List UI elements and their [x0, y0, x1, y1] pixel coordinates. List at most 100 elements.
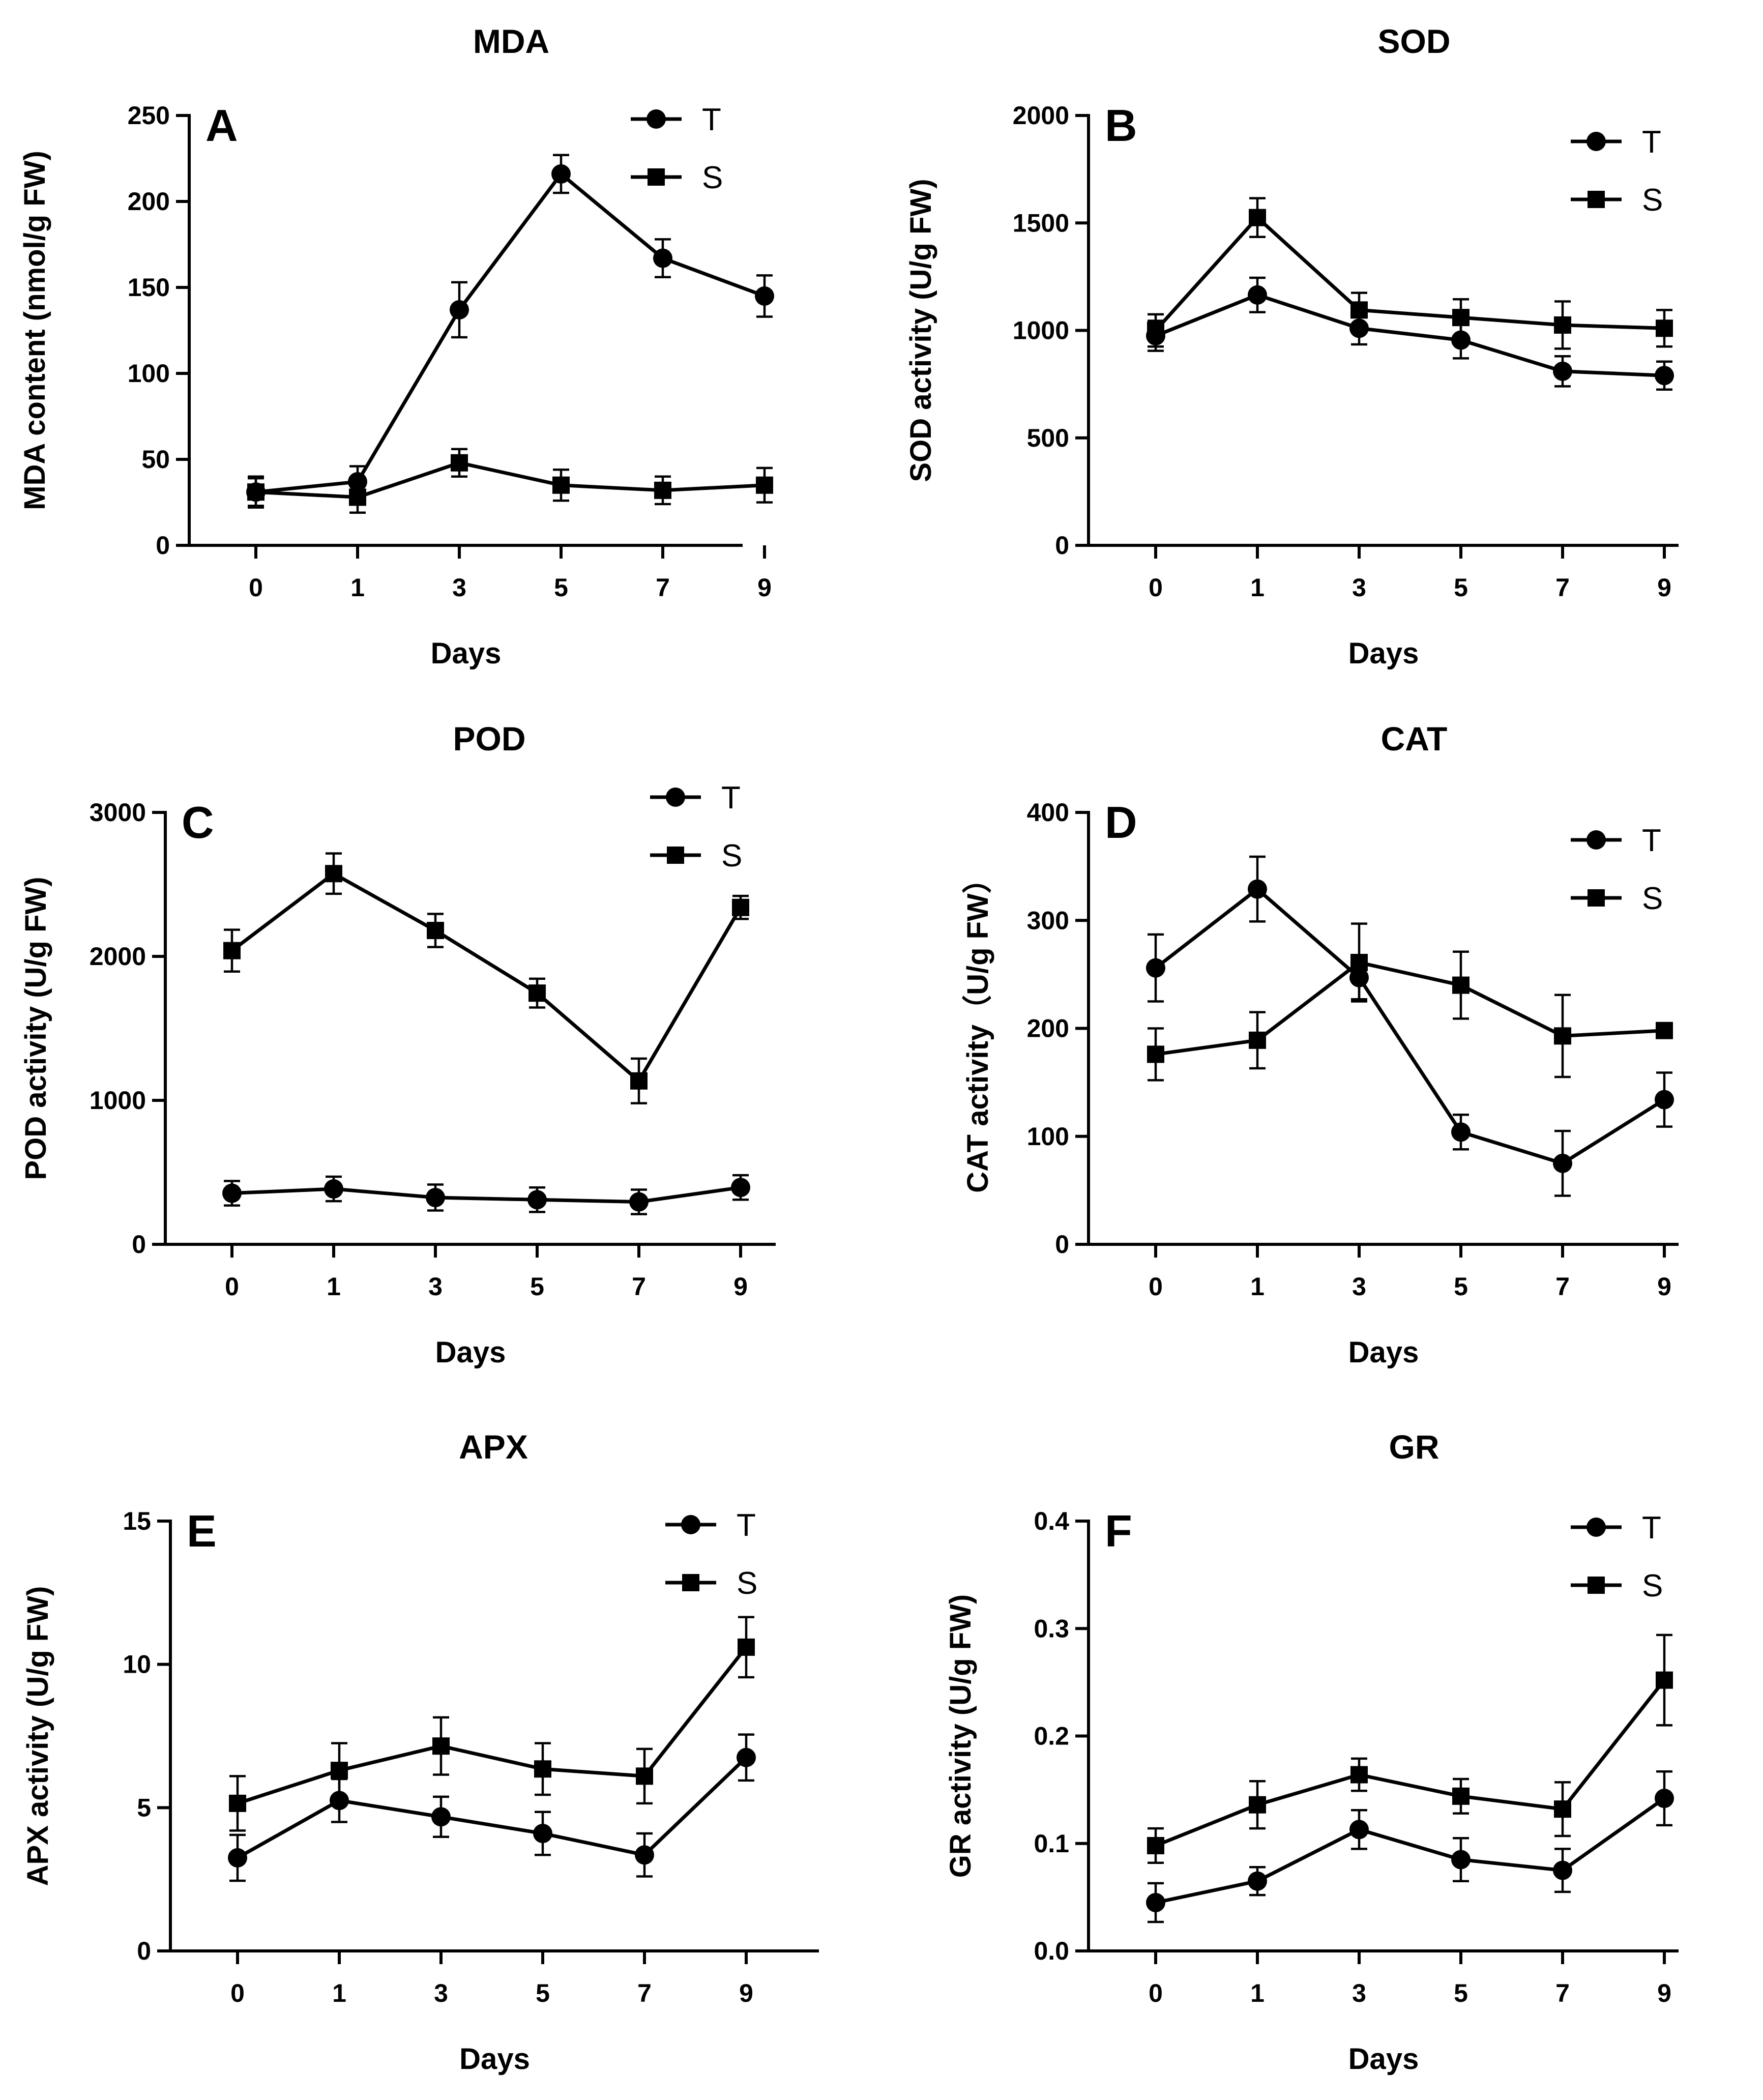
panel-letter: B: [1105, 100, 1137, 151]
x-tick-label: 1: [1250, 1272, 1265, 1301]
chart-panel-c: POD 0 1000 2000 3000 0 1 3 5 7 9 Days POD activity (…: [19, 720, 776, 1369]
data-point: [636, 1767, 653, 1785]
series-line: [1155, 1679, 1666, 1848]
x-tick-label: 0: [225, 1272, 239, 1301]
x-tick-label: 5: [1454, 1979, 1468, 2007]
data-point: [1350, 301, 1368, 319]
data-point: [1452, 309, 1470, 327]
legend-item-t: T: [665, 1508, 756, 1543]
x-tick-label: 0: [1149, 573, 1163, 602]
x-tick-label: 3: [1352, 1979, 1366, 2007]
y-tick-label: 400: [1027, 798, 1069, 827]
data-point: [324, 1179, 343, 1199]
legend-label: S: [737, 1566, 757, 1601]
legend-marker: [682, 1574, 699, 1591]
data-point: [653, 248, 672, 268]
data-point: [1146, 1892, 1165, 1912]
data-point: [1656, 1022, 1673, 1039]
series-s: [1147, 922, 1673, 1082]
data-point: [229, 1794, 246, 1812]
y-tick-label: 15: [123, 1507, 151, 1535]
legend-label: S: [721, 838, 742, 873]
data-point: [1249, 1796, 1266, 1814]
panel-letter: F: [1105, 1506, 1132, 1556]
data-point: [223, 942, 241, 959]
x-tick-label: 9: [1657, 573, 1671, 602]
legend-label: S: [1642, 1568, 1663, 1603]
legend-item-s: S: [1571, 1568, 1663, 1603]
chart-title: MDA: [473, 22, 549, 60]
x-tick-label: 5: [1454, 1272, 1468, 1301]
x-tick-label: 5: [1454, 573, 1468, 602]
data-point: [1655, 366, 1674, 386]
legend-item-t: T: [1571, 1510, 1661, 1545]
series-line: [1154, 215, 1665, 332]
data-point: [247, 483, 265, 501]
series-s: [247, 448, 773, 514]
legend-label: S: [1642, 881, 1663, 916]
data-point: [635, 1845, 654, 1865]
legend-item-t: T: [1571, 125, 1661, 160]
y-tick-label: 0: [156, 531, 170, 560]
data-point: [552, 476, 570, 494]
chart-title: GR: [1389, 1428, 1439, 1466]
panel-letter: E: [187, 1506, 217, 1556]
series-t: [1146, 1770, 1674, 1923]
data-point: [1248, 1871, 1267, 1891]
data-point: [1656, 319, 1673, 337]
y-tick-label: 0.1: [1034, 1829, 1069, 1858]
data-point: [551, 164, 571, 184]
data-point: [533, 1824, 552, 1844]
data-point: [222, 1183, 242, 1203]
x-axis-label: Days: [1348, 2043, 1419, 2076]
data-point: [330, 1791, 349, 1811]
legend-marker: [1588, 1577, 1605, 1594]
x-tick-label: 0: [1149, 1272, 1163, 1301]
x-tick-label: 1: [350, 573, 365, 602]
x-tick-label: 1: [327, 1272, 341, 1301]
y-tick-label: 500: [1027, 424, 1069, 452]
y-tick-label: 1500: [1013, 209, 1069, 237]
x-tick-label: 5: [536, 1979, 550, 2007]
y-tick-label: 1000: [1013, 316, 1069, 345]
data-point: [528, 984, 546, 1002]
x-axis-label: Days: [431, 637, 502, 670]
data-point: [1350, 1766, 1368, 1784]
y-tick-label: 0: [137, 1937, 151, 1965]
legend-label: T: [721, 780, 741, 815]
y-tick-label: 50: [141, 445, 170, 474]
y-tick-label: 250: [128, 101, 170, 130]
data-point: [451, 454, 468, 472]
y-tick-label: 200: [128, 187, 170, 216]
y-tick-label: 100: [1027, 1122, 1069, 1151]
x-tick-label: 3: [1352, 1272, 1366, 1301]
data-point: [630, 1072, 648, 1090]
data-point: [1451, 1850, 1471, 1870]
legend-marker: [1588, 889, 1605, 907]
data-point: [1655, 1789, 1674, 1809]
chart-panel-d: CAT 0 100 200 300 400 0 1 3 5 7 9 Days CAT activity（U…: [961, 720, 1679, 1369]
x-tick-label: 9: [733, 1272, 748, 1301]
series-line: [255, 461, 765, 499]
y-tick-label: 10: [123, 1650, 151, 1679]
legend-item-t: T: [650, 780, 741, 815]
data-point: [1349, 1820, 1369, 1840]
data-point: [1147, 1045, 1164, 1063]
panel-letter: D: [1105, 797, 1137, 848]
legend-marker: [1588, 191, 1605, 208]
y-axis-label: POD activity (U/g FW): [19, 877, 52, 1180]
chart-title: APX: [459, 1428, 528, 1466]
data-point: [1249, 1031, 1266, 1049]
legend-item-s: S: [631, 160, 723, 195]
y-tick-label: 2000: [90, 942, 146, 971]
y-tick-label: 5: [137, 1793, 151, 1822]
data-point: [1656, 1671, 1673, 1689]
legend-item-s: S: [1571, 183, 1663, 218]
x-tick-label: 1: [1250, 1979, 1265, 2007]
data-point: [654, 481, 671, 499]
legend-marker: [1586, 830, 1606, 850]
series-s: [223, 852, 749, 1104]
chart-title: SOD: [1377, 22, 1450, 60]
x-axis-label: Days: [1348, 637, 1419, 670]
y-tick-label: 150: [128, 273, 170, 302]
